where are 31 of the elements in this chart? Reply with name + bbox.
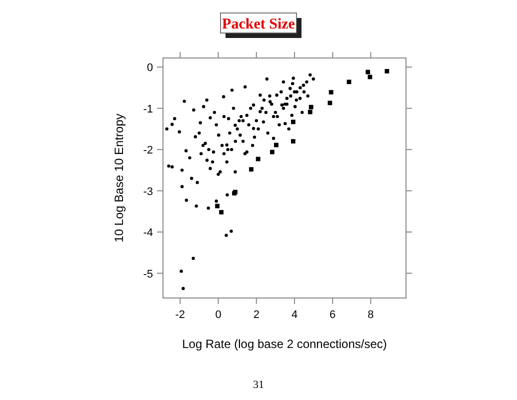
x-tick-label: 2 — [253, 309, 260, 321]
point — [328, 90, 334, 94]
y-tick-label: -3 — [143, 186, 153, 198]
y-tick-label: -5 — [143, 268, 153, 280]
x-tick-label: 4 — [291, 309, 298, 321]
point — [366, 70, 370, 74]
x-axis-title: Log Rate (log base 2 connections/sec) — [182, 337, 387, 351]
point — [290, 120, 296, 124]
y-axis-title: 10 Log Base 10 Entropy — [112, 114, 126, 242]
x-tick-label: 6 — [330, 309, 336, 321]
y-tick-label: -1 — [143, 103, 153, 116]
x-tick-label: 8 — [368, 309, 374, 321]
point — [328, 100, 332, 106]
point — [308, 110, 312, 114]
point — [384, 68, 390, 74]
point — [274, 142, 278, 148]
point — [308, 104, 314, 110]
point — [290, 139, 296, 144]
chart-title: Packet Size — [222, 16, 296, 32]
text: 31 — [253, 379, 264, 391]
point — [270, 150, 274, 154]
point — [219, 210, 224, 214]
point — [215, 204, 220, 208]
x-tick-label: -2 — [175, 309, 186, 321]
y-tick-label: 0 — [146, 62, 153, 74]
point — [346, 80, 352, 84]
point — [249, 167, 254, 172]
y-tick-label: -2 — [143, 144, 153, 157]
y-tick-label: -4 — [143, 227, 153, 240]
point — [256, 156, 260, 162]
x-tick-label: 0 — [215, 309, 222, 321]
